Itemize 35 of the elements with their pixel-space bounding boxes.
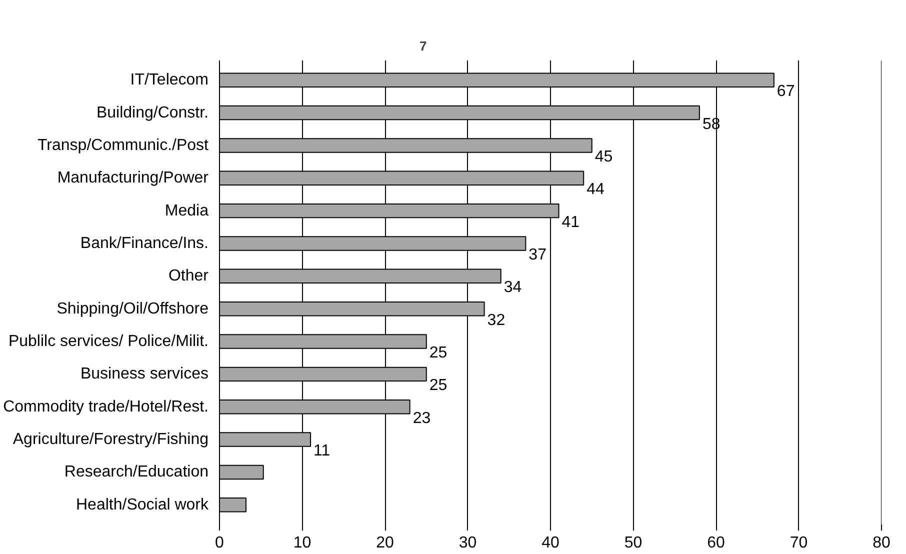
x-tick-label: 30	[458, 534, 477, 552]
text: 7	[420, 38, 427, 54]
data-label: 37	[528, 246, 547, 264]
y-tick-label: Bank/Finance/Ins.	[80, 234, 209, 252]
data-label: 32	[487, 312, 506, 329]
data-label: 25	[429, 377, 448, 394]
y-tick-label: Manufacturing/Power	[57, 170, 210, 187]
y-tick-label: Health/Social work	[76, 496, 210, 514]
y-tick-label: Other	[168, 268, 210, 285]
y-tick-label: Commodity trade/Hotel/Rest.	[3, 398, 208, 416]
x-tick-label: 20	[376, 534, 394, 552]
x-tick-label: 40	[542, 534, 560, 552]
data-label: 67	[776, 83, 795, 100]
y-tick-label: Research/Education	[64, 464, 209, 481]
y-tick-label: Publilc services/ Police/Milit.	[8, 333, 209, 350]
y-tick-label: Agriculture/Forestry/Fishing	[12, 431, 209, 448]
data-label: 45	[594, 148, 613, 166]
data-label: 25	[429, 344, 448, 362]
y-tick-label: Media	[164, 202, 209, 220]
x-tick-label: 60	[707, 534, 725, 552]
x-tick-label: 80	[872, 534, 890, 552]
y-tick-label: Transp/Communic./Post	[37, 136, 210, 154]
y-tick-label: Shipping/Oil/Offshore	[56, 300, 209, 318]
y-tick-label: IT/Telecom	[130, 72, 209, 89]
x-tick-label: 70	[790, 534, 808, 552]
data-label: 44	[586, 181, 604, 198]
data-label: 34	[504, 279, 522, 296]
data-label: 41	[562, 214, 580, 231]
x-tick-label: 50	[624, 534, 642, 552]
data-label: 23	[412, 410, 431, 427]
x-tick-label: 0	[215, 534, 224, 552]
x-tick-label: 10	[293, 534, 312, 552]
y-tick-label: Business services	[80, 366, 208, 383]
data-label: 11	[314, 442, 330, 460]
y-tick-label: Building/Constr.	[96, 104, 208, 122]
